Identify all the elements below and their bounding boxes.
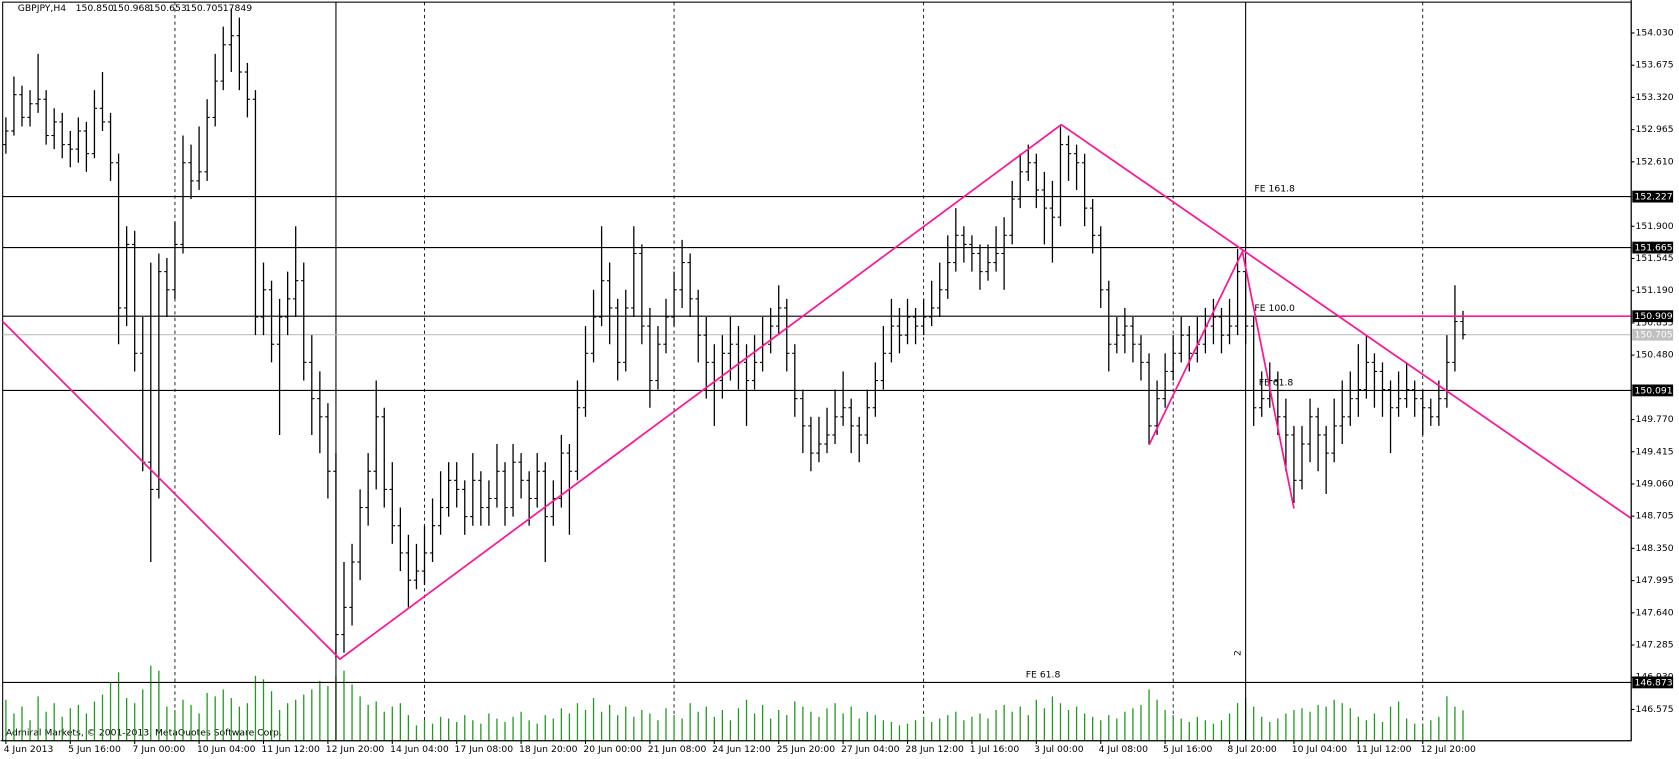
level-price-label: 151.665 [1634, 243, 1672, 254]
y-tick-label: 148.705 [1636, 511, 1674, 522]
y-tick-label: 151.900 [1636, 221, 1674, 232]
y-tick-label: 153.675 [1636, 60, 1674, 71]
x-tick-label: 24 Jun 12:00 [712, 744, 771, 755]
x-tick-label: 21 Jun 08:00 [648, 744, 707, 755]
x-tick-label: 18 Jun 20:00 [519, 744, 578, 755]
x-tick-label: 17 Jun 08:00 [455, 744, 514, 755]
x-tick-label: 10 Jun 04:00 [197, 744, 256, 755]
x-tick-label: 11 Jun 12:00 [261, 744, 320, 755]
x-tick-label: 5 Jul 16:00 [1163, 744, 1213, 755]
x-tick-label: 4 Jul 08:00 [1099, 744, 1149, 755]
level-price-box [1632, 676, 1674, 689]
level-label: FE 61.8 [1026, 669, 1061, 680]
bid-price-label: 150.705 [1634, 330, 1672, 341]
y-tick-label: 149.060 [1636, 478, 1674, 489]
x-tick-label: 1 Jul 16:00 [970, 744, 1020, 755]
axis-panel [1631, 0, 1679, 759]
level-price-box [1632, 241, 1674, 254]
y-tick-label: 149.770 [1636, 414, 1674, 425]
trendline [2, 123, 1632, 661]
y-tick-label: 151.545 [1636, 253, 1674, 264]
y-tick-label: 147.640 [1636, 607, 1674, 618]
y-tick-label: 147.285 [1636, 640, 1674, 651]
header-high: 150.968 [112, 3, 150, 14]
header-volume: 17849 [223, 3, 252, 14]
y-tick-label: 147.995 [1636, 575, 1674, 586]
level-label: FE 61.8 [1259, 377, 1294, 388]
bid-price-box [1632, 328, 1674, 341]
y-tick-label: 146.575 [1636, 704, 1674, 715]
copyright: Admiral Markets, © 2001-2013, MetaQuotes… [6, 728, 282, 739]
level-label: FE 161.8 [1254, 184, 1295, 195]
header-open: 150.850 [76, 3, 114, 14]
x-tick-label: 20 Jun 00:00 [583, 744, 642, 755]
x-tick-label: 27 Jun 04:00 [841, 744, 900, 755]
x-tick-label: 28 Jun 12:00 [905, 744, 964, 755]
x-tick-label: 3 Jul 00:00 [1034, 744, 1084, 755]
header-low: 150.653 [149, 3, 187, 14]
level-price-label: 152.227 [1634, 192, 1672, 203]
y-tick-label: 150.835 [1636, 317, 1674, 328]
y-tick-label: 149.415 [1636, 446, 1674, 457]
y-tick-label: 151.190 [1636, 285, 1674, 296]
x-tick-label: 14 Jun 04:00 [390, 744, 449, 755]
x-tick-label: 4 Jun 2013 [4, 744, 54, 755]
level-price-box [1632, 310, 1674, 323]
y-tick-label: 152.610 [1636, 156, 1674, 167]
x-tick-label: 8 Jul 20:00 [1227, 744, 1277, 755]
x-tick-label: 7 Jun 00:00 [133, 744, 186, 755]
x-tick-label: 5 Jun 16:00 [68, 744, 121, 755]
header-close: 150.705 [185, 3, 223, 14]
level-price-box [1632, 190, 1674, 203]
x-tick-label: 25 Jun 20:00 [777, 744, 836, 755]
y-tick-label: 153.320 [1636, 92, 1674, 103]
level-price-label: 150.091 [1634, 385, 1672, 396]
y-tick-label: 154.030 [1636, 27, 1674, 38]
trendline [1148, 248, 1295, 509]
level-price-label: 150.909 [1634, 311, 1672, 322]
y-tick-label: 150.480 [1636, 350, 1674, 361]
y-tick-label: 148.350 [1636, 543, 1674, 554]
level-label: FE 100.0 [1254, 303, 1295, 314]
x-tick-label: 10 Jul 04:00 [1292, 744, 1347, 755]
y-tick-label: 152.965 [1636, 124, 1674, 135]
x-tick-label: 12 Jul 20:00 [1421, 744, 1476, 755]
x-tick-label: 12 Jun 20:00 [326, 744, 385, 755]
symbol-title: GBPJPY,H4 [18, 3, 67, 14]
x-tick-label: 11 Jul 12:00 [1356, 744, 1411, 755]
level-price-label: 146.873 [1634, 677, 1672, 688]
marker-text: 2 [1233, 650, 1244, 656]
level-price-box [1632, 384, 1674, 397]
